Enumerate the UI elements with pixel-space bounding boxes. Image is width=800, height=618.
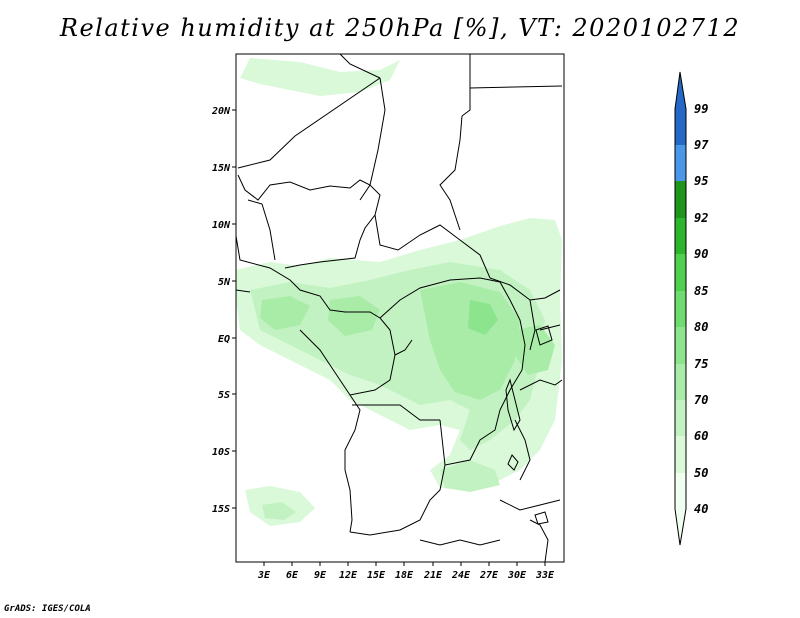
colorbar-label-92: 92 <box>694 211 708 225</box>
lat-label-eq: EQ <box>218 334 230 345</box>
lat-label-10s: 10S <box>212 447 230 458</box>
grads-credit: GrADS: IGES/COLA <box>4 604 91 614</box>
lon-label-9e: 9E <box>314 570 327 581</box>
lat-label-5n: 5N <box>218 277 231 288</box>
colorbar-label-75: 75 <box>694 357 708 371</box>
colorbar-label-50: 50 <box>694 466 708 480</box>
colorbar-label-70: 70 <box>694 393 708 407</box>
colorbar-bin-50 <box>675 436 686 473</box>
lat-label-15n: 15N <box>212 163 231 174</box>
lat-label-10n: 10N <box>212 220 231 231</box>
colorbar-label-99: 99 <box>694 102 708 116</box>
colorbar-bin-95 <box>675 145 686 181</box>
colorbar-bin-92 <box>675 181 686 218</box>
colorbar-label-85: 85 <box>694 284 708 298</box>
lon-label-21e: 21E <box>423 570 443 581</box>
lat-label-20n: 20N <box>211 106 231 117</box>
lat-label-5s: 5S <box>218 390 230 401</box>
lon-label-6e: 6E <box>286 570 299 581</box>
lon-label-15e: 15E <box>367 570 386 581</box>
colorbar-label-60: 60 <box>694 429 708 443</box>
lon-label-27e: 27E <box>479 570 499 581</box>
colorbar-label-97: 97 <box>694 138 709 152</box>
map-frame <box>235 53 565 563</box>
lat-label-15s: 15S <box>212 504 230 515</box>
latitude-axis: 20N 15N 10N 5N EQ 5S 10S 15S <box>211 106 236 515</box>
colorbar-label-80: 80 <box>694 320 708 334</box>
colorbar-bin-97 <box>675 109 686 145</box>
lon-label-24e: 24E <box>451 570 471 581</box>
longitude-axis: 3E 6E 9E 12E 15E 18E 21E 24E 27E 30E 33E <box>257 562 555 581</box>
lon-label-12e: 12E <box>339 570 358 581</box>
colorbar-bin-85 <box>675 254 686 291</box>
colorbar-bin-40 <box>675 473 686 509</box>
lon-label-30e: 30E <box>507 570 527 581</box>
colorbar-label-90: 90 <box>694 247 708 261</box>
colorbar-outline <box>674 71 687 546</box>
colorbar: 40 50 60 70 75 80 85 90 92 95 97 99 <box>674 71 709 546</box>
lon-label-18e: 18E <box>395 570 414 581</box>
colorbar-label-95: 95 <box>694 174 708 188</box>
colorbar-bottom-arrow <box>675 509 686 545</box>
colorbar-label-40: 40 <box>694 502 708 516</box>
colorbar-bin-60 <box>675 400 686 436</box>
lon-label-3e: 3E <box>257 570 271 581</box>
lakes <box>505 325 553 525</box>
colorbar-bin-80 <box>675 291 686 327</box>
colorbar-bin-75 <box>675 327 686 364</box>
lon-label-33e: 33E <box>535 570 555 581</box>
colorbar-bin-90 <box>675 218 686 254</box>
map-title: Relative humidity at 250hPa [%], VT: 202… <box>59 14 741 42</box>
colorbar-top-arrow <box>675 72 686 109</box>
colorbar-bin-70 <box>675 364 686 400</box>
humidity-shading <box>236 58 562 526</box>
